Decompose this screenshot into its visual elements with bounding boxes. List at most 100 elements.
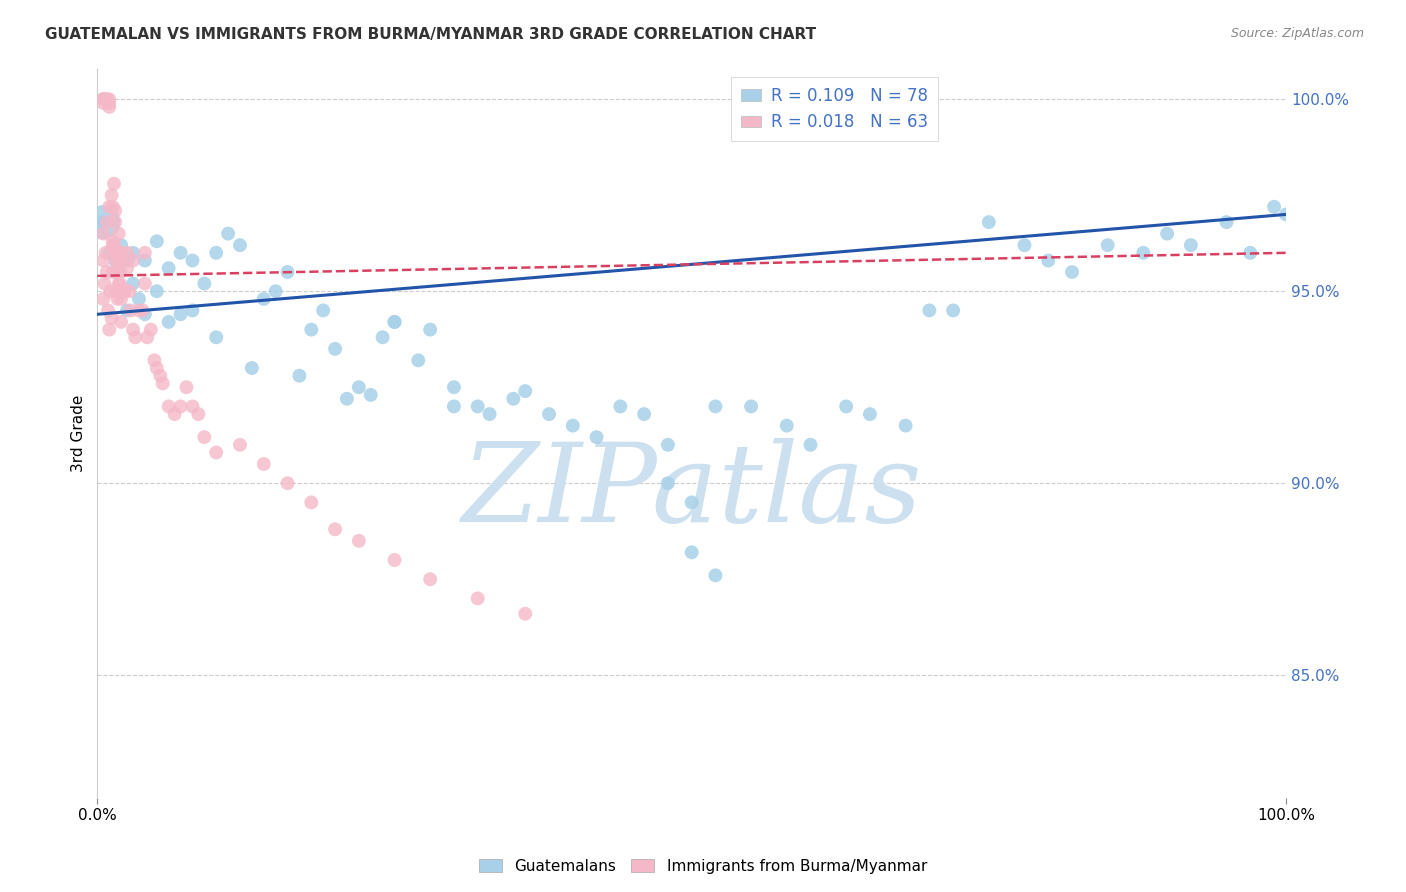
Y-axis label: 3rd Grade: 3rd Grade bbox=[72, 394, 86, 472]
Point bbox=[136, 330, 159, 344]
Point bbox=[101, 265, 124, 279]
Point bbox=[264, 284, 287, 298]
Point bbox=[104, 203, 127, 218]
Point bbox=[299, 495, 322, 509]
Point bbox=[1097, 238, 1119, 252]
Point bbox=[1275, 207, 1298, 221]
Point bbox=[91, 227, 114, 241]
Point bbox=[859, 407, 882, 421]
Point bbox=[835, 400, 858, 414]
Point bbox=[205, 445, 228, 459]
Point bbox=[157, 261, 180, 276]
Point bbox=[240, 361, 263, 376]
Point bbox=[146, 235, 169, 249]
Point bbox=[657, 438, 679, 452]
Point bbox=[681, 545, 703, 559]
Point bbox=[181, 400, 204, 414]
Point bbox=[537, 407, 560, 421]
Point bbox=[149, 368, 172, 383]
Point bbox=[105, 253, 128, 268]
Point bbox=[384, 315, 406, 329]
Point bbox=[157, 315, 180, 329]
Point bbox=[360, 388, 382, 402]
Point bbox=[478, 407, 501, 421]
Point bbox=[299, 323, 322, 337]
Point bbox=[114, 284, 136, 298]
Point bbox=[107, 265, 129, 279]
Point bbox=[217, 227, 239, 241]
Point bbox=[110, 284, 132, 298]
Point bbox=[128, 292, 150, 306]
Point bbox=[128, 303, 150, 318]
Point bbox=[1014, 238, 1036, 252]
Point bbox=[91, 215, 114, 229]
Point bbox=[107, 245, 129, 260]
Point bbox=[122, 323, 145, 337]
Point bbox=[288, 368, 311, 383]
Point bbox=[918, 303, 941, 318]
Point bbox=[181, 303, 204, 318]
Point bbox=[104, 245, 127, 260]
Text: GUATEMALAN VS IMMIGRANTS FROM BURMA/MYANMAR 3RD GRADE CORRELATION CHART: GUATEMALAN VS IMMIGRANTS FROM BURMA/MYAN… bbox=[45, 27, 815, 42]
Point bbox=[1215, 215, 1237, 229]
Point bbox=[110, 238, 132, 252]
Point bbox=[122, 277, 145, 291]
Point bbox=[336, 392, 359, 406]
Point bbox=[91, 96, 114, 111]
Point bbox=[443, 400, 465, 414]
Point bbox=[134, 253, 156, 268]
Point bbox=[1156, 227, 1178, 241]
Point bbox=[112, 253, 135, 268]
Point bbox=[139, 323, 162, 337]
Point bbox=[205, 245, 228, 260]
Point bbox=[152, 376, 174, 391]
Point bbox=[98, 92, 121, 106]
Point bbox=[467, 591, 489, 606]
Point bbox=[1180, 238, 1202, 252]
Point bbox=[181, 253, 204, 268]
Point bbox=[110, 315, 132, 329]
Point bbox=[134, 245, 156, 260]
Point bbox=[502, 392, 524, 406]
Point bbox=[977, 215, 1000, 229]
Point bbox=[312, 303, 335, 318]
Legend: R = 0.109   N = 78, R = 0.018   N = 63: R = 0.109 N = 78, R = 0.018 N = 63 bbox=[731, 77, 938, 141]
Text: ZIPatlas: ZIPatlas bbox=[461, 438, 922, 545]
Point bbox=[115, 261, 138, 276]
Point bbox=[124, 330, 146, 344]
Point bbox=[107, 292, 129, 306]
Point bbox=[229, 438, 252, 452]
Point bbox=[942, 303, 965, 318]
Point bbox=[384, 315, 406, 329]
Point bbox=[94, 245, 117, 260]
Point bbox=[176, 380, 198, 394]
Point bbox=[108, 277, 131, 291]
Point bbox=[134, 277, 156, 291]
Legend: Guatemalans, Immigrants from Burma/Myanmar: Guatemalans, Immigrants from Burma/Myanm… bbox=[472, 853, 934, 880]
Point bbox=[100, 284, 122, 298]
Point bbox=[101, 200, 124, 214]
Point bbox=[105, 245, 128, 260]
Point bbox=[112, 284, 135, 298]
Point bbox=[134, 307, 156, 321]
Point bbox=[104, 215, 127, 229]
Point bbox=[467, 400, 489, 414]
Point bbox=[110, 245, 132, 260]
Point bbox=[384, 553, 406, 567]
Point bbox=[91, 92, 114, 106]
Point bbox=[1132, 245, 1154, 260]
Point bbox=[91, 92, 114, 106]
Point bbox=[205, 330, 228, 344]
Point bbox=[347, 533, 370, 548]
Point bbox=[157, 400, 180, 414]
Point bbox=[98, 200, 121, 214]
Point bbox=[110, 284, 132, 298]
Point bbox=[704, 568, 727, 582]
Point bbox=[515, 607, 537, 621]
Point bbox=[96, 92, 118, 106]
Point bbox=[91, 253, 114, 268]
Point bbox=[108, 265, 131, 279]
Point bbox=[131, 303, 153, 318]
Point bbox=[122, 245, 145, 260]
Text: Source: ZipAtlas.com: Source: ZipAtlas.com bbox=[1230, 27, 1364, 40]
